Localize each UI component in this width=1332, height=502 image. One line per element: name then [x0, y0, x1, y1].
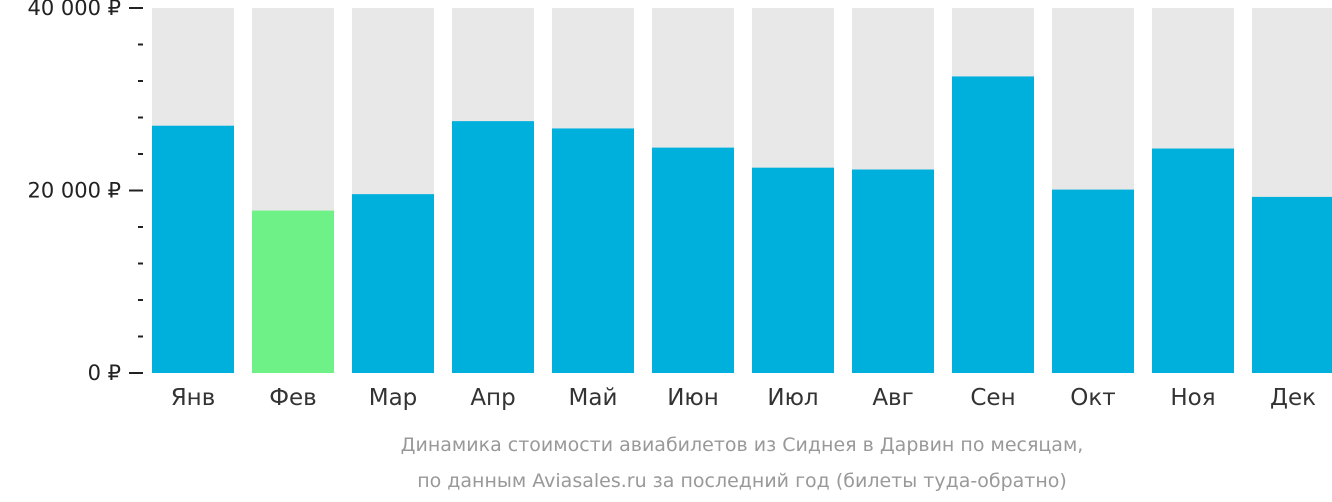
- x-tick-label: Мар: [369, 385, 418, 411]
- x-tick-label: Авг: [872, 385, 913, 411]
- y-tick-label: 20 000 ₽: [27, 179, 121, 203]
- bar-8[interactable]: [852, 169, 934, 373]
- y-tick-label: 0 ₽: [88, 361, 121, 385]
- bar-4[interactable]: [452, 121, 534, 374]
- x-tick-label: Дек: [1270, 385, 1316, 411]
- x-tick-label: Фев: [269, 385, 317, 411]
- bar-7[interactable]: [752, 167, 834, 373]
- bar-10[interactable]: [1052, 189, 1134, 373]
- x-tick-label: Июн: [667, 385, 719, 411]
- bar-5[interactable]: [552, 128, 634, 373]
- bar-9[interactable]: [952, 76, 1034, 373]
- x-tick-label: Апр: [470, 385, 515, 411]
- bar-3[interactable]: [352, 194, 434, 373]
- bar-11[interactable]: [1152, 148, 1234, 373]
- bar-2[interactable]: [252, 210, 334, 373]
- x-tick-label: Май: [569, 385, 618, 411]
- caption-line-2: по данным Aviasales.ru за последний год …: [417, 470, 1067, 492]
- x-tick-label: Янв: [171, 385, 216, 411]
- caption-line-1: Динамика стоимости авиабилетов из Сиднея…: [401, 434, 1084, 456]
- x-tick-label: Июл: [767, 385, 818, 411]
- x-tick-label: Сен: [970, 385, 1015, 411]
- y-axis: 0 ₽ 20 000 ₽ 40 000 ₽: [27, 0, 143, 385]
- x-tick-label: Окт: [1070, 385, 1115, 411]
- x-tick-label: Ноя: [1170, 385, 1215, 411]
- bar-6[interactable]: [652, 147, 734, 373]
- bar-1[interactable]: [152, 125, 234, 374]
- y-tick-label: 40 000 ₽: [27, 0, 121, 20]
- bars: [152, 76, 1332, 374]
- bar-12[interactable]: [1252, 196, 1332, 373]
- x-axis-labels: Янв Фев Мар Апр Май Июн Июл Авг Сен Окт Ноя Дек: [171, 385, 1316, 411]
